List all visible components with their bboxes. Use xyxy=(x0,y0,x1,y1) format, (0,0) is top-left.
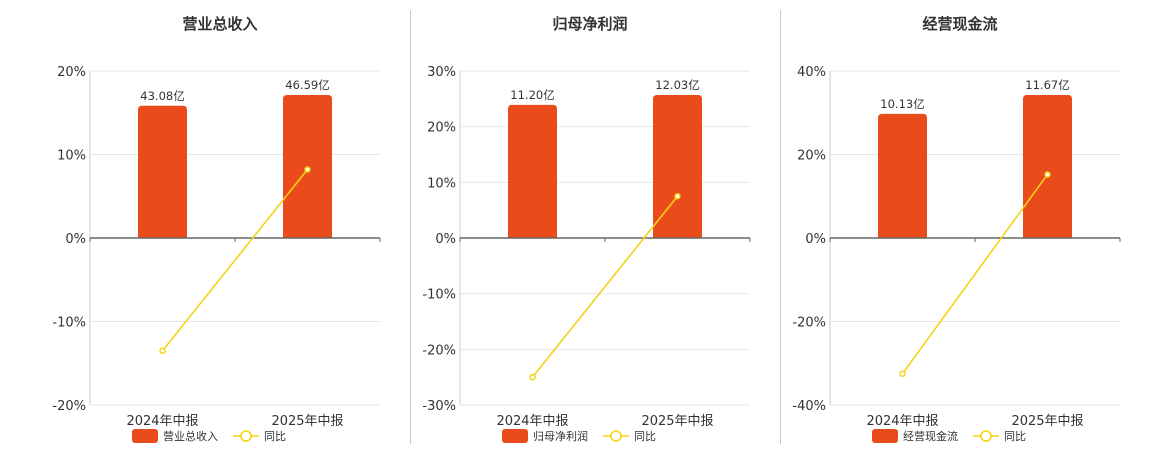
bar-data-label: 10.13亿 xyxy=(880,97,924,111)
legend-line-label: 同比 xyxy=(634,430,656,443)
bar-data-label: 12.03亿 xyxy=(655,78,699,92)
yoy-line xyxy=(161,169,309,352)
bar xyxy=(878,113,927,238)
bar xyxy=(508,104,557,238)
bar-data-label: 46.59亿 xyxy=(285,78,329,92)
chart-panel-revenue: 营业总收入 20% 10% 0% -10% -20% 43.08亿 2024年中报 46.59亿… xyxy=(40,0,410,450)
y-tick-label: 0% xyxy=(65,232,86,247)
bar-data-label: 11.67亿 xyxy=(1025,78,1069,92)
chart-panel-cash-flow: 经营现金流 40% 20% 0% -20% -40% 10.13亿 2024年中报 11.67亿… xyxy=(780,0,1150,450)
chart-title: 归母净利润 xyxy=(552,15,627,33)
bar-data-label: 43.08亿 xyxy=(140,89,184,103)
legend-line-marker xyxy=(240,430,252,442)
y-tick-label: 20% xyxy=(797,149,826,164)
bar-data-label: 11.20亿 xyxy=(510,88,554,102)
legend-line-label: 同比 xyxy=(264,430,286,443)
y-tick-label: -20% xyxy=(422,343,456,358)
panel-divider xyxy=(780,10,781,444)
yoy-point xyxy=(159,347,166,354)
yoy-point xyxy=(1044,171,1051,178)
y-tick-label: -10% xyxy=(422,288,456,303)
x-tick-label: 2025年中报 xyxy=(1011,414,1083,429)
legend-line-marker xyxy=(610,430,622,442)
yoy-point xyxy=(529,373,536,381)
y-tick-label: 20% xyxy=(427,121,456,136)
legend-bar-swatch xyxy=(872,429,898,443)
y-tick-label: 10% xyxy=(427,176,456,191)
y-tick-label: -30% xyxy=(422,399,456,414)
x-tick-label: 2025年中报 xyxy=(271,414,343,429)
legend-bar-label: 归母净利润 xyxy=(533,429,588,443)
y-tick-label: 0% xyxy=(805,232,826,247)
yoy-point xyxy=(899,370,906,377)
yoy-line xyxy=(901,174,1049,375)
chart-title: 经营现金流 xyxy=(922,15,997,33)
legend-bar-swatch xyxy=(132,429,158,443)
chart-panel-net-profit: 归母净利润 30% 20% 10% 0% -10% -20% -30% 11.20亿 2024年中… xyxy=(410,0,780,450)
y-tick-label: -20% xyxy=(52,399,86,414)
y-tick-label: 20% xyxy=(57,65,86,80)
y-tick-label: 30% xyxy=(427,65,456,80)
yoy-point xyxy=(674,193,681,200)
yoy-point xyxy=(304,166,311,173)
chart-svg-revenue: 营业总收入 20% 10% 0% -10% -20% 43.08亿 2024年中报 46.59亿… xyxy=(52,15,381,443)
bar xyxy=(653,95,702,238)
x-tick-label: 2025年中报 xyxy=(641,414,713,429)
y-tick-label: -10% xyxy=(52,316,86,331)
yoy-line xyxy=(531,195,679,378)
legend-line-marker xyxy=(980,430,992,442)
y-tick-label: 0% xyxy=(435,232,456,247)
legend-bar-label: 营业总收入 xyxy=(163,429,218,443)
y-tick-label: -20% xyxy=(792,316,826,331)
panel-divider xyxy=(410,10,411,444)
legend-bar-swatch xyxy=(502,429,528,443)
chart-title: 营业总收入 xyxy=(182,15,257,33)
y-tick-label: 40% xyxy=(797,65,826,80)
y-tick-label: 10% xyxy=(57,149,86,164)
legend-line-label: 同比 xyxy=(1004,430,1026,443)
y-tick-label: -40% xyxy=(792,399,826,414)
x-tick-label: 2024年中报 xyxy=(496,414,568,429)
chart-svg-net-profit: 归母净利润 30% 20% 10% 0% -10% -20% -30% 11.20亿 2024年中… xyxy=(422,15,751,443)
legend-bar-label: 经营现金流 xyxy=(903,429,958,443)
bar xyxy=(138,105,187,238)
x-tick-label: 2024年中报 xyxy=(126,414,198,429)
x-tick-label: 2024年中报 xyxy=(866,414,938,429)
chart-svg-cash-flow: 经营现金流 40% 20% 0% -20% -40% 10.13亿 2024年中报 11.67亿… xyxy=(792,15,1121,443)
bar xyxy=(1023,95,1072,238)
